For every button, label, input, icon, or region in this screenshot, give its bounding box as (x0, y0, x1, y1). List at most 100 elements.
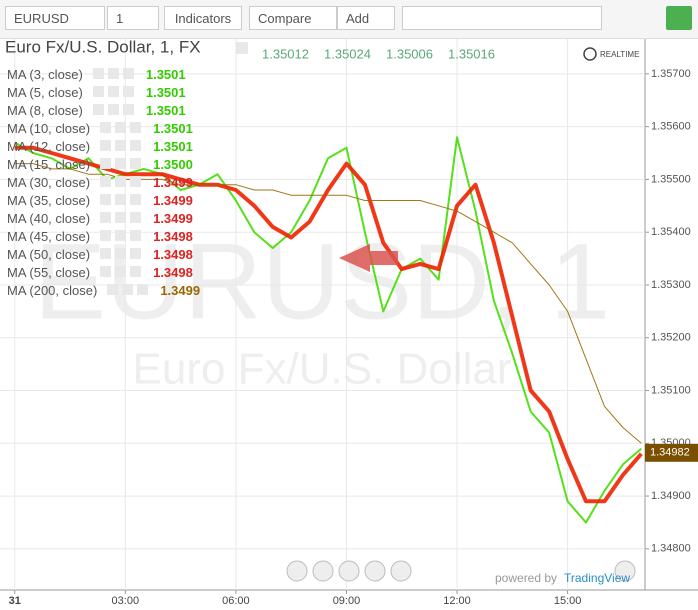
nav-left[interactable] (286, 560, 308, 582)
icon (236, 42, 248, 54)
study-icon[interactable] (107, 104, 119, 115)
study-icon[interactable] (130, 158, 142, 169)
study-value: 1.3501 (145, 85, 186, 100)
study-icon[interactable] (130, 122, 142, 133)
snapshot-button[interactable] (666, 6, 692, 30)
last-price-box (645, 443, 698, 462)
scroll-arrow[interactable] (339, 244, 398, 272)
study-name[interactable]: MA (55, close) (7, 265, 91, 280)
study-name[interactable]: MA (5, close) (7, 85, 83, 100)
zoom-in[interactable] (364, 560, 386, 582)
study-name[interactable]: MA (12, close) (7, 139, 91, 154)
study-icon[interactable] (115, 176, 127, 187)
symbol-input[interactable]: EURUSD (5, 6, 105, 30)
y-tick-label: 1.35300 (651, 279, 691, 291)
study-name[interactable]: MA (200, close) (7, 283, 98, 298)
powered-by: powered by (495, 571, 557, 585)
study-icon[interactable] (130, 248, 142, 259)
study-row: MA (45, close) 1.3498 (7, 228, 200, 246)
study-name[interactable]: MA (45, close) (7, 229, 91, 244)
study-icon[interactable] (100, 212, 112, 223)
study-name[interactable]: MA (30, close) (7, 175, 91, 190)
indicators-button[interactable]: Indicators (164, 6, 242, 30)
study-row: MA (55, close) 1.3498 (7, 264, 200, 282)
study-icon[interactable] (122, 86, 134, 97)
study-value: 1.3498 (153, 229, 193, 244)
ohlc-value: 1.35024 (324, 46, 371, 61)
study-name[interactable]: MA (3, close) (7, 67, 83, 82)
chart-style-buttons[interactable] (402, 6, 602, 30)
study-icon[interactable] (100, 194, 112, 205)
study-icons (103, 282, 149, 300)
series-line (14, 145, 643, 504)
y-tick-label: 1.35500 (651, 173, 691, 185)
study-row: MA (15, close) 1.3500 (7, 156, 200, 174)
study-icon[interactable] (115, 230, 127, 241)
nav-right[interactable] (390, 560, 412, 582)
study-row: MA (40, close) 1.3499 (7, 210, 200, 228)
study-value: 1.3501 (145, 67, 186, 82)
study-icons (89, 66, 134, 84)
study-icon[interactable] (137, 284, 149, 295)
study-icon[interactable] (130, 230, 142, 241)
study-value: 1.3501 (153, 121, 193, 136)
study-icon[interactable] (92, 104, 104, 115)
study-icon[interactable] (92, 68, 104, 79)
study-icon[interactable] (107, 86, 119, 97)
study-icon[interactable] (122, 68, 134, 79)
study-icon[interactable] (92, 86, 104, 97)
study-icons (96, 264, 142, 282)
study-icon[interactable] (115, 122, 127, 133)
study-icon[interactable] (115, 140, 127, 151)
y-tick-label: 1.35700 (651, 68, 691, 80)
study-name[interactable]: MA (35, close) (7, 193, 91, 208)
study-name[interactable]: MA (40, close) (7, 211, 91, 226)
study-icon[interactable] (115, 212, 127, 223)
ohlc-value: 1.35012 (262, 46, 309, 61)
study-icon[interactable] (115, 248, 127, 259)
study-icon[interactable] (122, 104, 134, 115)
study-value: 1.3499 (153, 175, 193, 190)
compare-button[interactable]: Compare (249, 6, 337, 30)
go-realtime[interactable] (614, 560, 636, 582)
chart-title: Euro Fx/U.S. Dollar, 1, FX (5, 37, 201, 56)
study-name[interactable]: MA (15, close) (7, 157, 91, 172)
study-name[interactable]: MA (50, close) (7, 247, 91, 262)
study-icon[interactable] (100, 158, 112, 169)
study-icon[interactable] (130, 176, 142, 187)
study-icon[interactable] (130, 212, 142, 223)
study-icon[interactable] (130, 266, 142, 277)
study-name[interactable]: MA (10, close) (7, 121, 91, 136)
study-icon[interactable] (100, 230, 112, 241)
study-icon[interactable] (130, 140, 142, 151)
study-icon[interactable] (100, 176, 112, 187)
study-icon[interactable] (130, 194, 142, 205)
interval-select[interactable]: 1 (107, 6, 159, 30)
reset[interactable] (338, 560, 360, 582)
zoom-out[interactable] (312, 560, 334, 582)
study-name[interactable]: MA (8, close) (7, 103, 83, 118)
study-legend: MA (3, close) 1.3501 MA (5, close) 1.3501 MA… (7, 66, 200, 300)
study-icon[interactable] (100, 266, 112, 277)
study-icon[interactable] (115, 266, 127, 277)
study-icon[interactable] (115, 158, 127, 169)
realtime-label: REALTIME (600, 50, 639, 59)
study-icon[interactable] (100, 248, 112, 259)
x-tick-label: 06:00 (222, 595, 250, 607)
y-tick-label: 1.34800 (651, 543, 691, 555)
x-tick-label: 03:00 (112, 595, 140, 607)
study-icon[interactable] (100, 122, 112, 133)
brand[interactable]: TradingView (564, 571, 630, 585)
study-icon[interactable] (107, 284, 119, 295)
study-icon[interactable] (115, 194, 127, 205)
study-icon[interactable] (100, 140, 112, 151)
study-icon[interactable] (122, 284, 134, 295)
study-icon[interactable] (107, 68, 119, 79)
study-value: 1.3499 (160, 283, 201, 298)
x-tick-label: 31 (9, 595, 21, 607)
ohlc-value: 1.35006 (386, 46, 433, 61)
y-tick-label: 1.34900 (651, 490, 691, 502)
add-button[interactable]: Add (337, 6, 395, 30)
